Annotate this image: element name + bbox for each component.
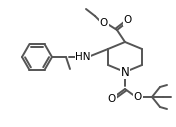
Text: O: O bbox=[124, 15, 132, 25]
Text: N: N bbox=[121, 66, 129, 78]
Text: O: O bbox=[108, 94, 116, 104]
Text: O: O bbox=[100, 18, 108, 28]
Text: O: O bbox=[134, 92, 142, 102]
Text: HN: HN bbox=[75, 52, 91, 62]
